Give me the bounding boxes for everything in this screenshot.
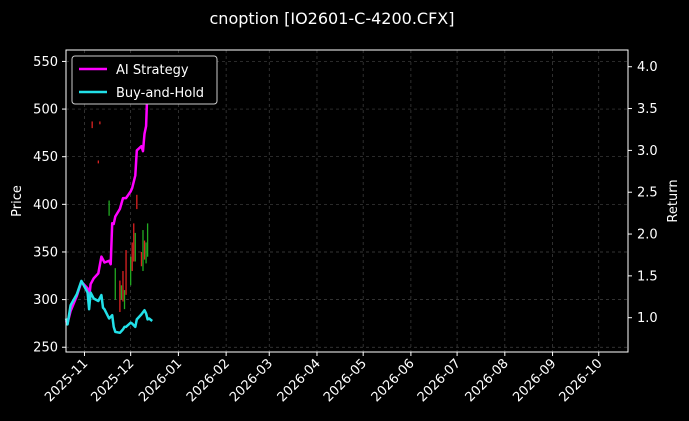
y-left-tick-label: 350 xyxy=(33,245,58,260)
chart-title: cnoption [IO2601-C-4200.CFX] xyxy=(210,9,455,28)
y-left-tick-label: 300 xyxy=(33,293,58,308)
y-right-tick-label: 4.0 xyxy=(637,60,658,75)
y-left-tick-label: 400 xyxy=(33,198,58,213)
legend-label-buy-and-hold: Buy-and-Hold xyxy=(116,86,204,101)
series-line-buy-and-hold xyxy=(64,279,153,335)
y-right-tick-label: 2.0 xyxy=(637,228,658,243)
series-line-ai-strategy xyxy=(64,69,151,325)
y-left-tick-label: 500 xyxy=(33,103,58,118)
series-layer xyxy=(64,69,153,335)
y-right-tick-label: 1.5 xyxy=(637,269,658,284)
y-axis-left-label: Price xyxy=(10,185,25,217)
y-left-tick-label: 550 xyxy=(33,55,58,70)
legend-box xyxy=(71,55,218,105)
y-right-tick-label: 2.5 xyxy=(637,186,658,201)
y-left-tick-label: 450 xyxy=(33,150,58,165)
y-right-tick-label: 1.0 xyxy=(637,311,658,326)
legend: AI Strategy Buy-and-Hold xyxy=(71,55,218,105)
legend-label-ai-strategy: AI Strategy xyxy=(116,63,189,78)
plot-frame xyxy=(65,49,629,353)
y-left-tick-label: 250 xyxy=(33,341,58,356)
candle-layer xyxy=(91,121,149,312)
y-right-tick-label: 3.0 xyxy=(637,144,658,159)
y-axis-right-label: Return xyxy=(666,179,681,222)
y-right-tick-label: 3.5 xyxy=(637,102,658,117)
